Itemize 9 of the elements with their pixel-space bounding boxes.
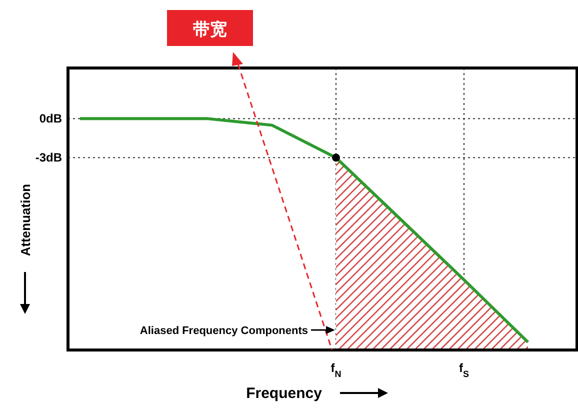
y-tick-label: -3dB (35, 150, 62, 165)
text: 带宽 (193, 20, 227, 39)
annotation: Aliased Frequency Components (140, 325, 308, 337)
x-axis-title: Frequency (246, 385, 323, 402)
y-tick-label: 0dB (39, 112, 62, 126)
y-axis-title: Attenuation (18, 184, 33, 256)
x-tick-label: f$_{N}$ (330, 361, 342, 379)
line-series (78, 117, 530, 344)
x-tick-label: f$_{S}$ (458, 361, 470, 379)
